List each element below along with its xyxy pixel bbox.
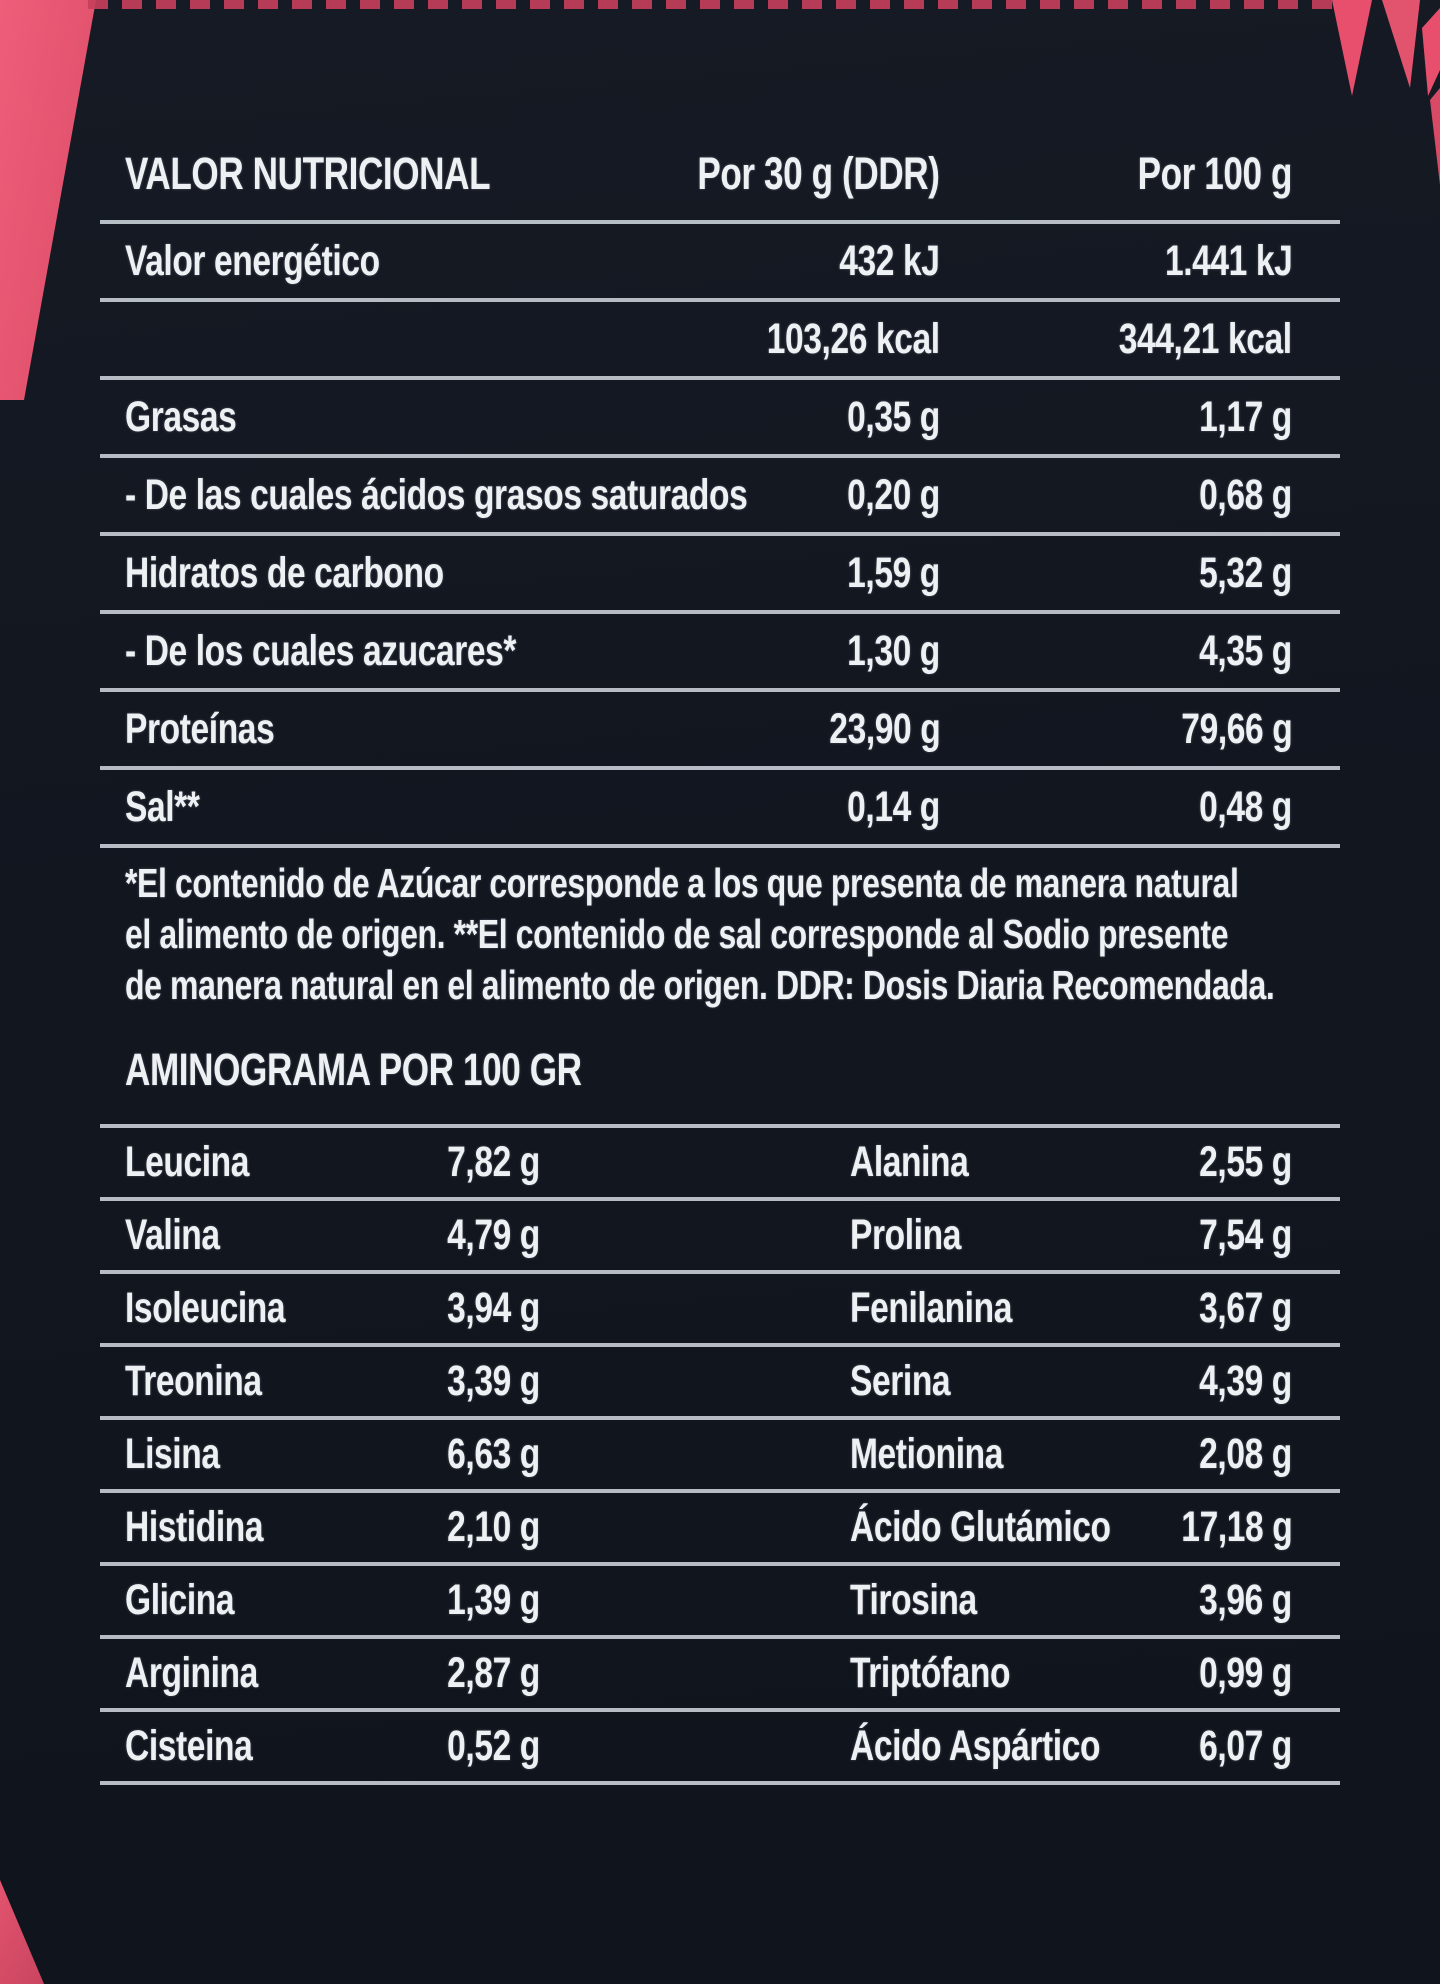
amino-value: 7,82 g xyxy=(447,1138,540,1186)
table-row: Valina 4,79 g Prolina 7,54 g xyxy=(100,1201,1340,1274)
value-per-100g: 1.441 kJ xyxy=(1164,236,1293,285)
amino-label: Arginina xyxy=(125,1649,258,1697)
value-per-30g: 0,35 g xyxy=(847,392,940,441)
amino-value: 3,94 g xyxy=(447,1284,540,1332)
value-per-100g: 1,17 g xyxy=(1199,392,1292,441)
value-per-100g: 79,66 g xyxy=(1180,704,1292,753)
amino-value: 2,10 g xyxy=(447,1503,540,1551)
value-per-30g: 0,20 g xyxy=(847,470,940,519)
nutrient-label: - De los cuales azucares* xyxy=(125,626,517,675)
amino-label: Leucina xyxy=(125,1138,250,1186)
amino-label: Glicina xyxy=(125,1576,235,1624)
table-row: - De las cuales ácidos grasos saturados … xyxy=(100,458,1340,536)
amino-value: 2,55 g xyxy=(1199,1138,1292,1186)
table-row: Grasas 0,35 g 1,17 g xyxy=(100,380,1340,458)
amino-value: 0,99 g xyxy=(1199,1649,1292,1697)
table-row: Treonina 3,39 g Serina 4,39 g xyxy=(100,1347,1340,1420)
amino-label: Lisina xyxy=(125,1430,220,1478)
amino-value: 1,39 g xyxy=(447,1576,540,1624)
footnote-line: de manera natural en el alimento de orig… xyxy=(125,962,1275,1008)
value-per-100g: 0,48 g xyxy=(1199,782,1292,831)
value-per-30g: 0,14 g xyxy=(847,782,940,831)
value-per-100g: 344,21 kcal xyxy=(1119,314,1292,363)
value-per-30g: 1,59 g xyxy=(847,548,940,597)
nutrient-label: Grasas xyxy=(125,392,237,441)
amino-value: 3,96 g xyxy=(1199,1576,1292,1624)
amino-value: 4,39 g xyxy=(1199,1357,1292,1405)
footnote-line: el alimento de origen. **El contenido de… xyxy=(125,911,1229,957)
amino-value: 6,63 g xyxy=(447,1430,540,1478)
table-row: 103,26 kcal 344,21 kcal xyxy=(100,302,1340,380)
table-row: Leucina 7,82 g Alanina 2,55 g xyxy=(100,1128,1340,1201)
amino-label: Fenilanina xyxy=(850,1284,1012,1332)
amino-value: 0,52 g xyxy=(447,1722,540,1770)
table-row: Proteínas 23,90 g 79,66 g xyxy=(100,692,1340,770)
column-header-per-100g: Por 100 g xyxy=(1137,148,1292,199)
nutrition-table-header: VALOR NUTRICIONAL Por 30 g (DDR) Por 100… xyxy=(100,128,1340,224)
nutrition-table: VALOR NUTRICIONAL Por 30 g (DDR) Por 100… xyxy=(100,128,1340,848)
amino-label: Metionina xyxy=(850,1430,1004,1478)
nutrient-label: - De las cuales ácidos grasos saturados xyxy=(125,470,748,519)
value-per-100g: 5,32 g xyxy=(1199,548,1292,597)
value-per-30g: 23,90 g xyxy=(828,704,940,753)
amino-label: Triptófano xyxy=(850,1649,1011,1697)
amino-value: 17,18 g xyxy=(1180,1503,1292,1551)
nutrient-label: Hidratos de carbono xyxy=(125,548,444,597)
nutrient-label: Proteínas xyxy=(125,704,275,753)
amino-value: 6,07 g xyxy=(1199,1722,1292,1770)
nutrient-label: Sal** xyxy=(125,782,200,831)
amino-value: 2,87 g xyxy=(447,1649,540,1697)
amino-label: Treonina xyxy=(125,1357,262,1405)
amino-label: Tirosina xyxy=(850,1576,977,1624)
amino-label: Ácido Glutámico xyxy=(850,1503,1111,1551)
aminogram-table: Leucina 7,82 g Alanina 2,55 g Valina 4,7… xyxy=(100,1124,1340,1785)
amino-value: 4,79 g xyxy=(447,1211,540,1259)
amino-label: Cisteina xyxy=(125,1722,253,1770)
value-per-100g: 0,68 g xyxy=(1199,470,1292,519)
value-per-30g: 1,30 g xyxy=(847,626,940,675)
footnote: *El contenido de Azúcar corresponde a lo… xyxy=(125,858,1325,1011)
nutrient-label xyxy=(125,315,600,364)
amino-label: Serina xyxy=(850,1357,951,1405)
table-row: Histidina 2,10 g Ácido Glutámico 17,18 g xyxy=(100,1493,1340,1566)
amino-label: Prolina xyxy=(850,1211,961,1259)
value-per-30g: 432 kJ xyxy=(839,236,941,285)
table-row: Arginina 2,87 g Triptófano 0,99 g xyxy=(100,1639,1340,1712)
amino-value: 3,67 g xyxy=(1199,1284,1292,1332)
table-row: Cisteina 0,52 g Ácido Aspártico 6,07 g xyxy=(100,1712,1340,1785)
amino-label: Histidina xyxy=(125,1503,264,1551)
amino-label: Alanina xyxy=(850,1138,969,1186)
table-row: Sal** 0,14 g 0,48 g xyxy=(100,770,1340,848)
amino-label: Valina xyxy=(125,1211,220,1259)
nutrient-label: Valor energético xyxy=(125,236,380,285)
pink-bottom-wedge xyxy=(0,1880,44,1984)
value-per-30g: 103,26 kcal xyxy=(767,314,940,363)
amino-label: Isoleucina xyxy=(125,1284,286,1332)
column-header-per-30g: Por 30 g (DDR) xyxy=(697,148,941,199)
amino-value: 3,39 g xyxy=(447,1357,540,1405)
table-row: Valor energético 432 kJ 1.441 kJ xyxy=(100,224,1340,302)
nutrition-table-title: VALOR NUTRICIONAL xyxy=(125,148,491,199)
footnote-line: *El contenido de Azúcar corresponde a lo… xyxy=(125,860,1239,906)
table-row: Isoleucina 3,94 g Fenilanina 3,67 g xyxy=(100,1274,1340,1347)
amino-value: 2,08 g xyxy=(1199,1430,1292,1478)
table-row: Hidratos de carbono 1,59 g 5,32 g xyxy=(100,536,1340,614)
amino-label: Ácido Aspártico xyxy=(850,1722,1101,1770)
aminogram-title: AMINOGRAMA POR 100 GR xyxy=(125,1044,582,1095)
table-row: Glicina 1,39 g Tirosina 3,96 g xyxy=(100,1566,1340,1639)
value-per-100g: 4,35 g xyxy=(1199,626,1292,675)
table-row: - De los cuales azucares* 1,30 g 4,35 g xyxy=(100,614,1340,692)
pink-zigzag-edge xyxy=(88,0,1340,9)
amino-value: 7,54 g xyxy=(1199,1211,1292,1259)
table-row: Lisina 6,63 g Metionina 2,08 g xyxy=(100,1420,1340,1493)
